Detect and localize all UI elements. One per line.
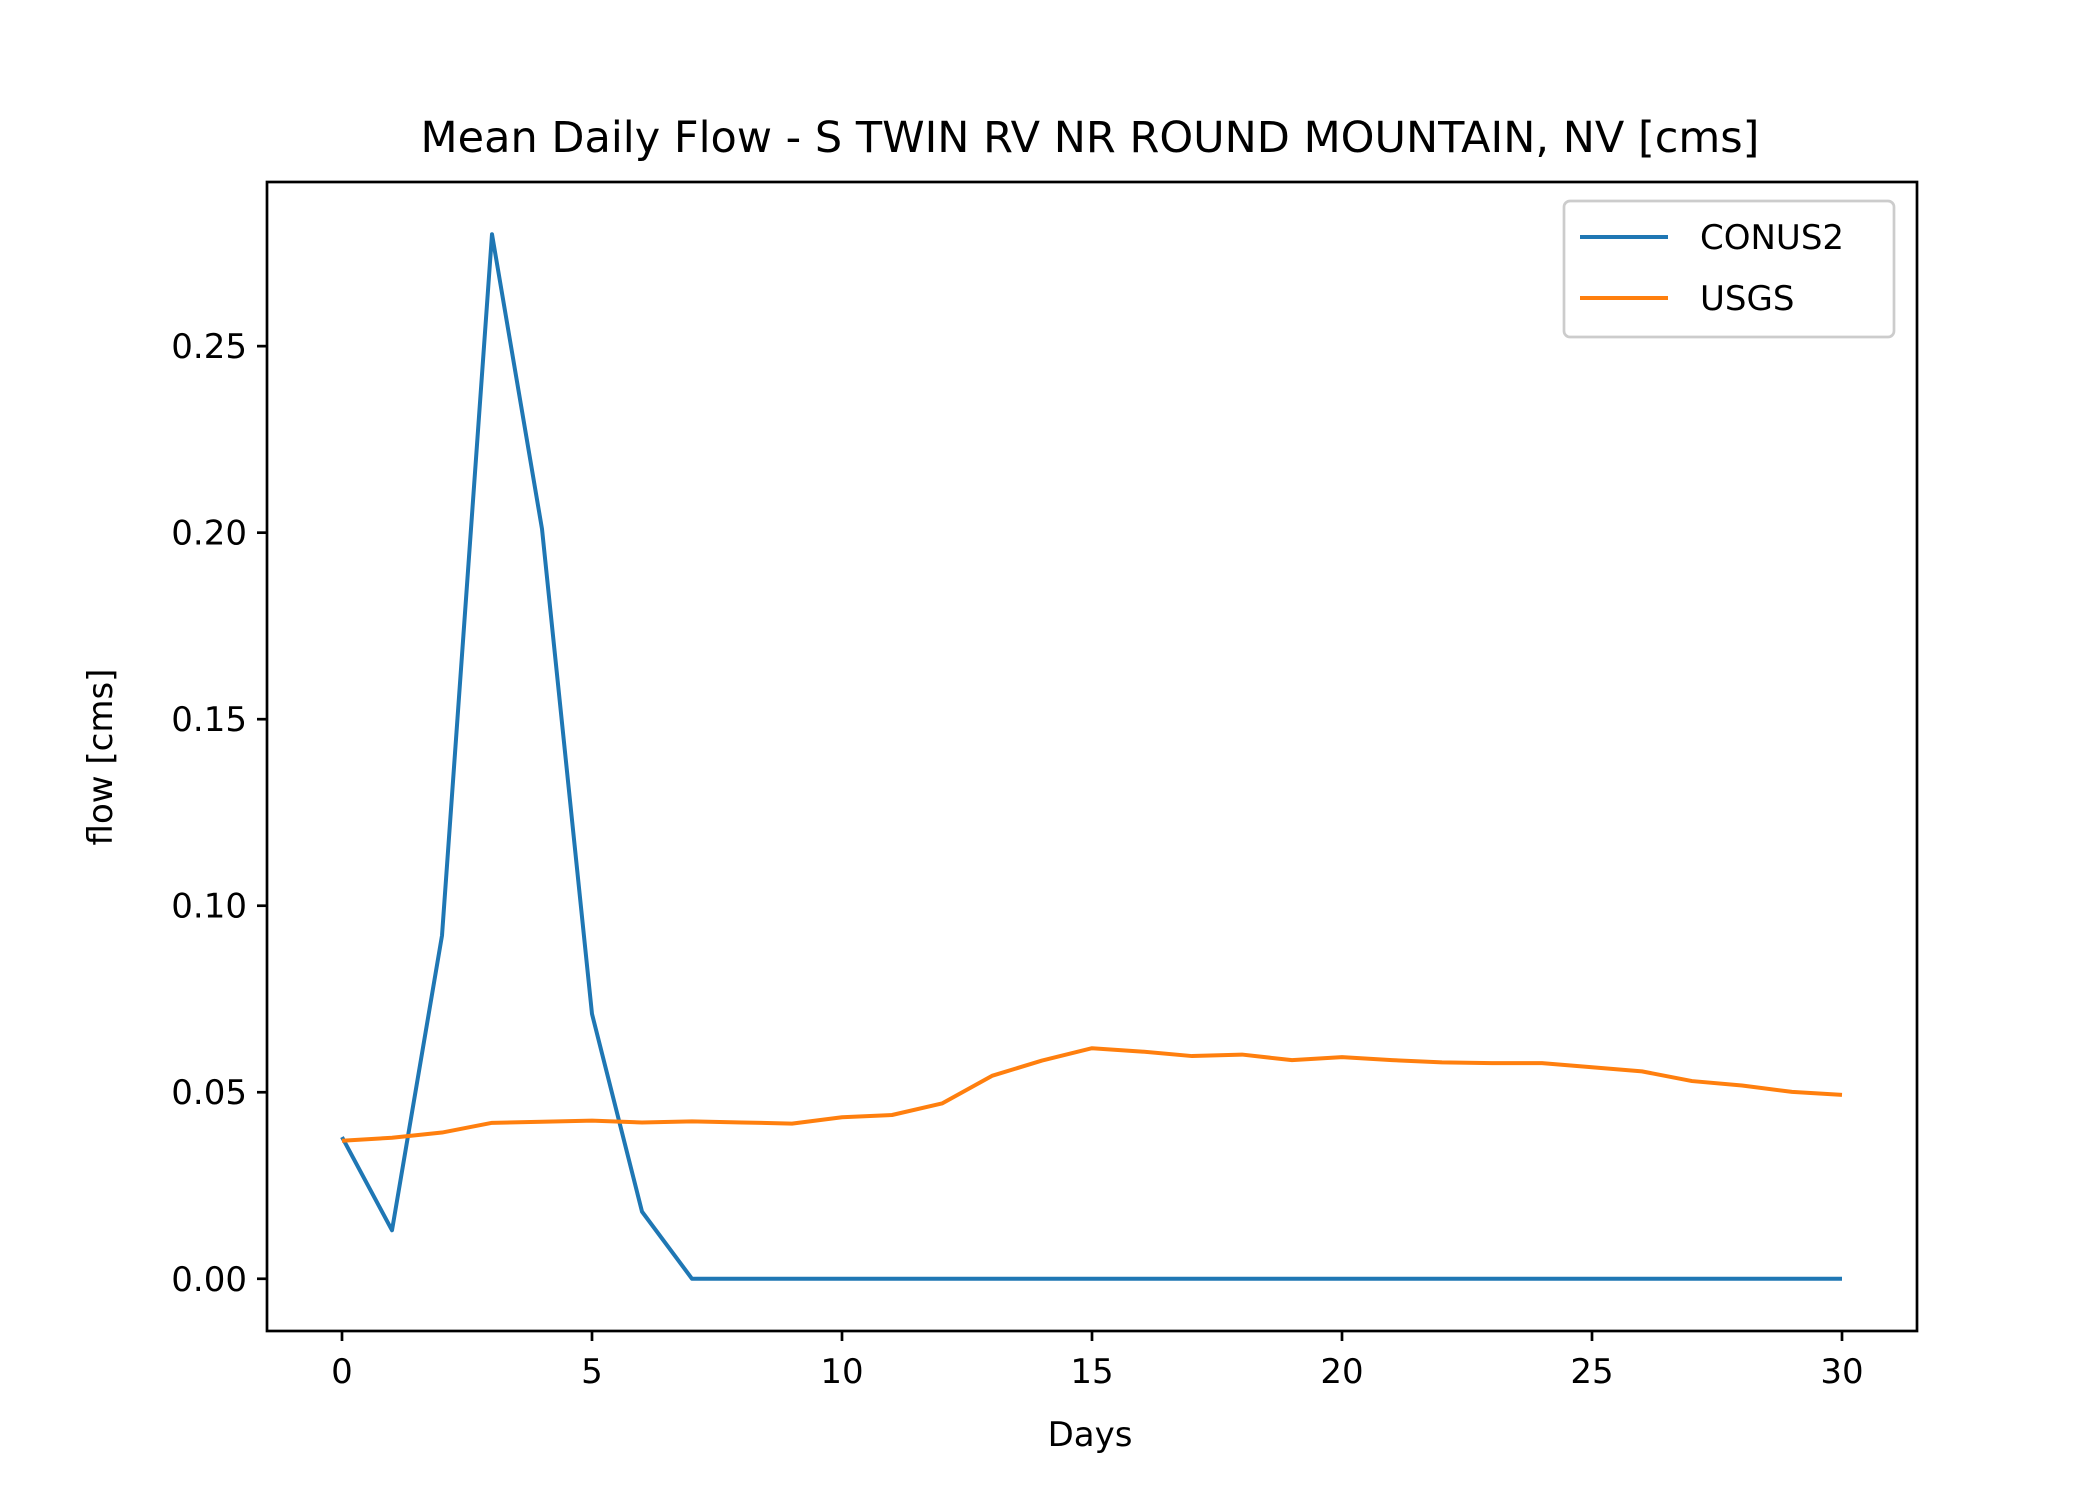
data-point-usgs bbox=[1690, 1079, 1694, 1083]
data-point-usgs bbox=[890, 1113, 894, 1117]
data-point-usgs bbox=[1590, 1065, 1594, 1069]
data-point-conus2 bbox=[1840, 1277, 1844, 1281]
y-tick-label: 0.05 bbox=[171, 1073, 247, 1113]
data-point-usgs bbox=[740, 1120, 744, 1124]
y-tick-label: 0.25 bbox=[171, 327, 247, 367]
data-point-usgs bbox=[1440, 1060, 1444, 1064]
data-point-usgs bbox=[690, 1119, 694, 1123]
x-tick-label: 30 bbox=[1820, 1352, 1863, 1392]
data-point-conus2 bbox=[490, 232, 494, 236]
data-point-conus2 bbox=[640, 1210, 644, 1214]
data-point-conus2 bbox=[1740, 1277, 1744, 1281]
x-tick-label: 20 bbox=[1320, 1352, 1363, 1392]
data-point-conus2 bbox=[1690, 1277, 1694, 1281]
data-point-conus2 bbox=[1340, 1277, 1344, 1281]
data-point-conus2 bbox=[1140, 1277, 1144, 1281]
data-point-conus2 bbox=[1290, 1277, 1294, 1281]
data-point-conus2 bbox=[1240, 1277, 1244, 1281]
x-tick-label: 10 bbox=[820, 1352, 863, 1392]
x-tick-label: 5 bbox=[581, 1352, 603, 1392]
data-point-conus2 bbox=[990, 1277, 994, 1281]
y-axis: 0.00 0.05 0.10 0.15 0.20 0.25 bbox=[171, 327, 267, 1300]
data-point-usgs bbox=[1340, 1055, 1344, 1059]
y-axis-label: flow [cms] bbox=[81, 669, 121, 846]
y-tick-label: 0.00 bbox=[171, 1260, 247, 1300]
data-point-usgs bbox=[1540, 1061, 1544, 1065]
chart-title: Mean Daily Flow - S TWIN RV NR ROUND MOU… bbox=[421, 113, 1760, 163]
data-point-conus2 bbox=[790, 1277, 794, 1281]
data-point-usgs bbox=[1290, 1058, 1294, 1062]
data-point-usgs bbox=[390, 1136, 394, 1140]
data-point-conus2 bbox=[1040, 1277, 1044, 1281]
data-point-conus2 bbox=[590, 1012, 594, 1016]
data-point-usgs bbox=[540, 1120, 544, 1124]
x-axis-label: Days bbox=[1048, 1415, 1133, 1455]
data-point-conus2 bbox=[1440, 1277, 1444, 1281]
series-line-conus2 bbox=[340, 232, 1842, 1281]
y-tick-label: 0.10 bbox=[171, 887, 247, 927]
data-point-usgs bbox=[940, 1101, 944, 1105]
data-point-usgs bbox=[1490, 1061, 1494, 1065]
data-point-usgs bbox=[1640, 1069, 1644, 1073]
data-point-usgs bbox=[1840, 1093, 1844, 1097]
data-point-conus2 bbox=[340, 1135, 344, 1139]
data-point-usgs bbox=[790, 1122, 794, 1126]
y-tick-label: 0.20 bbox=[171, 514, 247, 554]
data-point-conus2 bbox=[390, 1228, 394, 1232]
data-point-usgs bbox=[1740, 1084, 1744, 1088]
data-point-usgs bbox=[1140, 1050, 1144, 1054]
data-point-conus2 bbox=[740, 1277, 744, 1281]
data-point-conus2 bbox=[1190, 1277, 1194, 1281]
data-point-usgs bbox=[1090, 1046, 1094, 1050]
data-point-usgs bbox=[1190, 1054, 1194, 1058]
data-point-usgs bbox=[640, 1120, 644, 1124]
data-point-conus2 bbox=[1090, 1277, 1094, 1281]
data-point-conus2 bbox=[1490, 1277, 1494, 1281]
data-point-conus2 bbox=[890, 1277, 894, 1281]
data-point-usgs bbox=[490, 1121, 494, 1125]
legend-label-usgs: USGS bbox=[1700, 279, 1794, 319]
data-point-conus2 bbox=[1640, 1277, 1644, 1281]
data-point-conus2 bbox=[940, 1277, 944, 1281]
data-point-conus2 bbox=[1790, 1277, 1794, 1281]
data-point-conus2 bbox=[1390, 1277, 1394, 1281]
data-point-usgs bbox=[1390, 1058, 1394, 1062]
x-axis: 0 5 10 15 20 25 30 bbox=[331, 1331, 1864, 1392]
y-tick-label: 0.15 bbox=[171, 700, 247, 740]
data-point-conus2 bbox=[690, 1277, 694, 1281]
data-point-usgs bbox=[840, 1115, 844, 1119]
data-point-usgs bbox=[1040, 1059, 1044, 1063]
x-tick-label: 25 bbox=[1570, 1352, 1613, 1392]
data-point-conus2 bbox=[1590, 1277, 1594, 1281]
data-point-usgs bbox=[440, 1131, 444, 1135]
data-point-usgs bbox=[1790, 1090, 1794, 1094]
data-point-usgs bbox=[340, 1139, 344, 1143]
data-point-conus2 bbox=[440, 934, 444, 938]
data-point-conus2 bbox=[1540, 1277, 1544, 1281]
data-point-usgs bbox=[990, 1074, 994, 1078]
legend-label-conus2: CONUS2 bbox=[1700, 218, 1844, 258]
series-line-usgs bbox=[341, 1046, 1843, 1143]
data-point-usgs bbox=[1240, 1053, 1244, 1057]
x-tick-label: 0 bbox=[331, 1352, 353, 1392]
data-point-conus2 bbox=[540, 527, 544, 531]
legend: CONUS2 USGS bbox=[1562, 199, 1896, 339]
plot-area bbox=[340, 232, 1844, 1281]
x-tick-label: 15 bbox=[1070, 1352, 1113, 1392]
data-point-conus2 bbox=[840, 1277, 844, 1281]
data-point-usgs bbox=[590, 1119, 594, 1123]
